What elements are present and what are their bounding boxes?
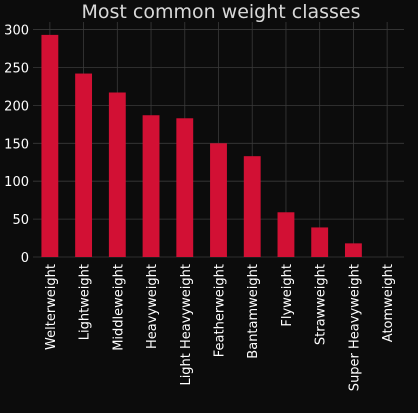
x-tick-label: Super Heavyweight — [347, 264, 362, 391]
y-tick-label: 100 — [4, 175, 29, 190]
x-tick-label: Light Heavyweight — [179, 264, 194, 386]
chart-title: Most common weight classes — [81, 1, 360, 23]
x-tick-label: Flyweight — [280, 264, 295, 327]
x-tick-label: Heavyweight — [145, 264, 160, 349]
y-tick-label: 250 — [4, 61, 29, 76]
x-tick-label: Strawweight — [314, 264, 329, 345]
x-tick-label: Welterweight — [44, 264, 59, 350]
y-axis-ticks: 0 50 100 150 200 250 300 — [4, 24, 29, 266]
x-tick-label: Bantamweight — [246, 264, 261, 359]
x-tick-label: Featherweight — [213, 264, 228, 357]
x-tick-label: Lightweight — [78, 264, 93, 340]
y-tick-label: 200 — [4, 99, 29, 114]
bar — [210, 143, 227, 257]
bar — [142, 115, 160, 257]
bar — [176, 118, 194, 257]
bar — [243, 156, 261, 257]
x-tick-label: Middleweight — [111, 264, 126, 351]
bars — [41, 34, 362, 257]
x-axis-ticks: Welterweight Lightweight Middleweight Heavy… — [44, 264, 396, 391]
y-tick-label: 150 — [4, 137, 29, 152]
bar — [277, 212, 295, 257]
y-tick-label: 300 — [4, 24, 29, 39]
bar — [41, 34, 59, 257]
bar — [344, 243, 362, 257]
bar — [108, 92, 126, 257]
bar — [75, 73, 93, 257]
y-tick-label: 0 — [21, 251, 29, 266]
x-tick-label: Atomweight — [381, 264, 396, 342]
bar — [311, 227, 329, 257]
y-tick-label: 50 — [12, 213, 29, 228]
